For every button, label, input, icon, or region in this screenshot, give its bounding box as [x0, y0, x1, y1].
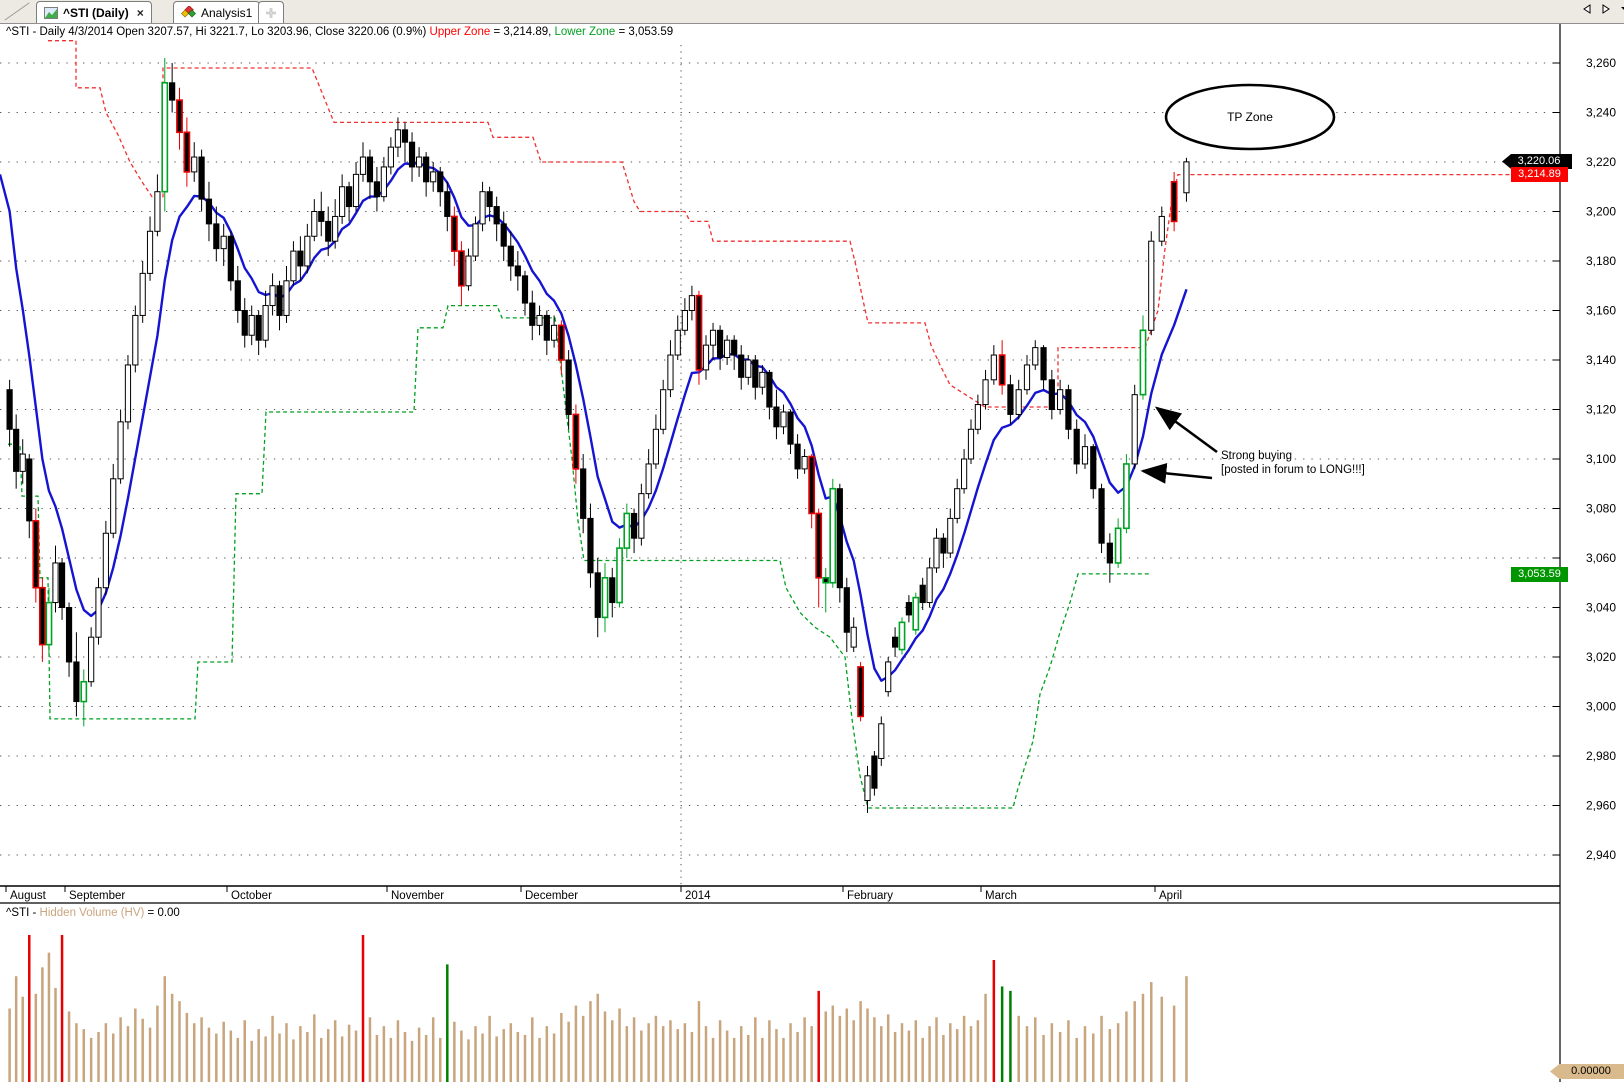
tp-zone-annotation[interactable]: TP Zone: [1227, 110, 1273, 124]
tab-analysis1[interactable]: Analysis1: [173, 1, 261, 23]
last-price-badge: 3,220.06: [1502, 154, 1572, 169]
volume-panel-header: ^STI - Hidden Volume (HV) = 0.00: [6, 907, 180, 919]
note-line1: Strong buying: [1221, 450, 1292, 462]
svg-text:3,000: 3,000: [1586, 700, 1616, 714]
lower-zone-badge: 3,053.59: [1511, 567, 1568, 582]
quote-header: ^STI - Daily 4/3/2014 Open 3207.57, Hi 3…: [6, 26, 673, 38]
svg-text:3,020: 3,020: [1586, 650, 1616, 664]
tab-list-dropdown-icon[interactable]: [1620, 3, 1624, 15]
svg-text:2,940: 2,940: [1586, 848, 1616, 862]
svg-text:October: October: [231, 890, 272, 902]
tab-label: ^STI (Daily): [63, 5, 129, 20]
svg-text:2,960: 2,960: [1586, 799, 1616, 813]
chart-thumbnail-icon: [44, 6, 58, 19]
tab-sti-daily[interactable]: ^STI (Daily) ×: [36, 1, 152, 23]
svg-text:3,080: 3,080: [1586, 502, 1616, 516]
diamonds-icon: [181, 6, 196, 18]
upper-zone-value: = 3,214.89,: [490, 26, 555, 38]
volume-value-badge: 0.00000: [1550, 1064, 1624, 1079]
upper-zone-label: Upper Zone: [429, 26, 491, 38]
svg-text:3,040: 3,040: [1586, 601, 1616, 615]
svg-text:3,140: 3,140: [1586, 353, 1616, 367]
svg-text:February: February: [847, 890, 893, 902]
upper-zone-badge: 3,214.89: [1511, 167, 1568, 182]
svg-text:3,200: 3,200: [1586, 205, 1616, 219]
svg-text:3,260: 3,260: [1586, 56, 1616, 70]
tab-scroll-right-icon[interactable]: [1601, 3, 1611, 15]
note-line2: [posted in forum to LONG!!!]: [1221, 464, 1365, 476]
new-tab-plus-icon: [266, 7, 276, 18]
svg-text:3,220: 3,220: [1586, 155, 1616, 169]
quote-text: ^STI - Daily 4/3/2014 Open 3207.57, Hi 3…: [6, 26, 430, 38]
svg-text:3,240: 3,240: [1586, 106, 1616, 120]
svg-text:3,060: 3,060: [1586, 551, 1616, 565]
tab-bar: ^STI (Daily) × Analysis1: [0, 0, 1624, 24]
tab-scroll-left-icon[interactable]: [1582, 3, 1592, 15]
lower-zone-label: Lower Zone: [554, 26, 616, 38]
hv-indicator-name: Hidden Volume (HV): [39, 907, 145, 919]
svg-text:3,180: 3,180: [1586, 254, 1616, 268]
hv-value: = 0.00: [144, 907, 180, 919]
svg-text:December: December: [525, 890, 578, 902]
tabbar-diagonal-decoration: [4, 2, 30, 21]
svg-text:2014: 2014: [685, 890, 711, 902]
strong-buying-annotation[interactable]: Strong buying [posted in forum to LONG!!…: [1221, 449, 1365, 477]
close-icon[interactable]: ×: [136, 5, 144, 20]
lower-zone-value: = 3,053.59: [615, 26, 674, 38]
svg-text:September: September: [69, 890, 125, 902]
svg-text:3,100: 3,100: [1586, 452, 1616, 466]
svg-text:March: March: [985, 890, 1017, 902]
svg-text:November: November: [391, 890, 444, 902]
svg-text:3,160: 3,160: [1586, 304, 1616, 318]
tab-label: Analysis1: [201, 5, 253, 20]
svg-text:2,980: 2,980: [1586, 749, 1616, 763]
new-tab-button[interactable]: [258, 1, 284, 23]
svg-text:August: August: [10, 890, 47, 902]
svg-text:April: April: [1159, 890, 1182, 902]
hv-symbol: ^STI -: [6, 907, 40, 919]
svg-text:3,120: 3,120: [1586, 403, 1616, 417]
